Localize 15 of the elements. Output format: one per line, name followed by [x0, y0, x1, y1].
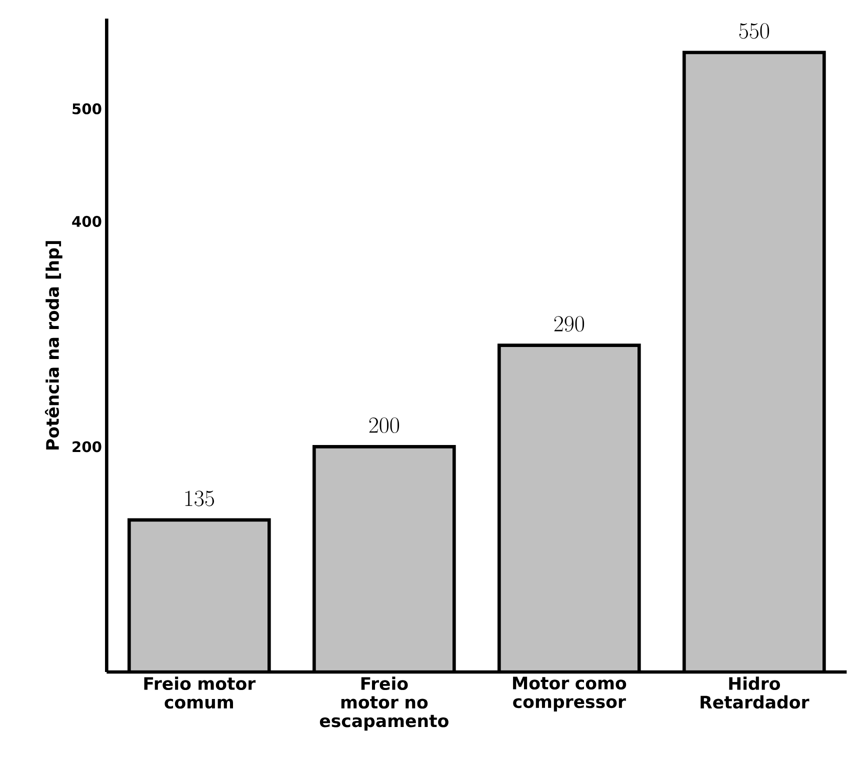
bar — [129, 520, 270, 672]
x-tick-label: Freio motor no escapamento — [320, 676, 448, 730]
bar — [314, 446, 454, 672]
y-tick-label: 500 — [72, 103, 102, 114]
x-tick-label: Motor como compressor — [513, 676, 626, 712]
data-label: 550 — [739, 23, 770, 39]
bar — [499, 345, 640, 672]
y-axis-title: Potência na roda [hp] — [44, 240, 62, 450]
data-label: 290 — [554, 316, 584, 332]
y-tick-label: 200 — [72, 441, 102, 452]
x-tick-label: Freio motor comum — [144, 676, 256, 708]
y-tick-label: 400 — [72, 216, 102, 227]
data-label: 135 — [185, 490, 214, 506]
data-label: 200 — [369, 417, 400, 433]
x-tick-label: Hidro Retardador — [700, 676, 810, 708]
